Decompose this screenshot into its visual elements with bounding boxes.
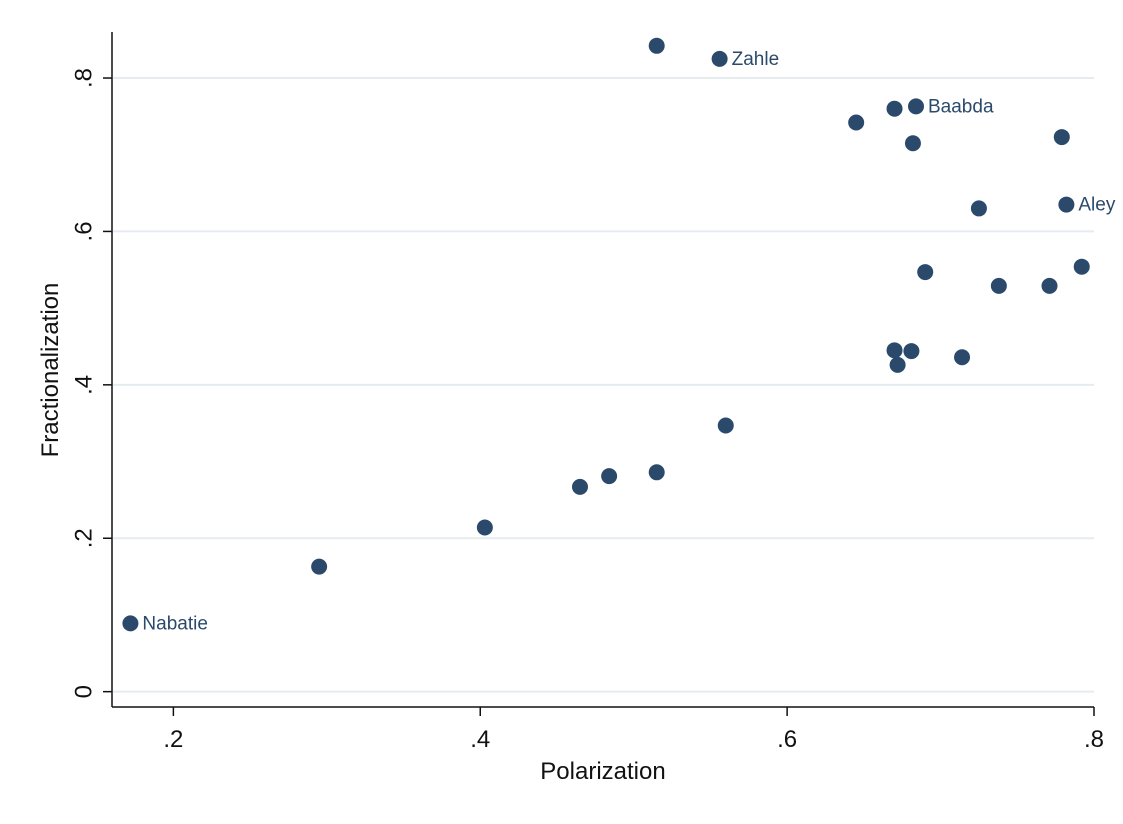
point-label: Zahle: [732, 49, 780, 70]
y-tick-label: .4: [71, 375, 98, 395]
data-points: [122, 37, 1090, 632]
data-point: [571, 478, 588, 495]
data-point: [601, 468, 618, 485]
x-tick-label: .6: [777, 726, 797, 753]
point-label: Baabda: [928, 96, 994, 117]
data-point: [990, 277, 1007, 294]
data-point: [476, 519, 493, 536]
data-point: [886, 100, 903, 117]
data-point: [1053, 129, 1070, 146]
data-point: [848, 114, 865, 131]
data-point: [970, 200, 987, 217]
data-point: [903, 343, 920, 360]
data-point: [311, 558, 328, 575]
data-point: [1041, 277, 1058, 294]
y-tick-label: .2: [71, 528, 98, 548]
x-tick-label: .2: [163, 726, 183, 753]
point-label: Nabatie: [142, 613, 208, 634]
x-tick-label: .4: [470, 726, 490, 753]
data-point: [889, 356, 906, 373]
y-tick-label: .6: [71, 221, 98, 241]
data-point: [954, 349, 971, 366]
axis-ticks: 0 .2 .4 .6 .8 .2 .4 .6 .8: [71, 68, 1105, 753]
data-point: [917, 264, 934, 281]
axes: [111, 32, 1094, 708]
x-tick-label: .8: [1084, 726, 1104, 753]
point-label: Aley: [1078, 195, 1115, 216]
y-axis-title: Fractionalization: [37, 283, 64, 458]
y-tick-label: 0: [71, 685, 98, 698]
data-point: [717, 417, 734, 434]
data-point: [886, 342, 903, 359]
gridlines: [113, 77, 1094, 693]
data-point: [122, 615, 139, 632]
data-point: [711, 50, 728, 67]
data-point: [1058, 196, 1075, 213]
data-point: [648, 37, 665, 54]
data-point: [904, 135, 921, 152]
data-point: [908, 98, 925, 115]
point-labels: Nabatie Zahle Baabda Aley: [142, 49, 1115, 635]
x-axis-title: Polarization: [540, 758, 665, 785]
y-tick-label: .8: [71, 68, 98, 88]
data-point: [1073, 258, 1090, 275]
data-point: [648, 464, 665, 481]
